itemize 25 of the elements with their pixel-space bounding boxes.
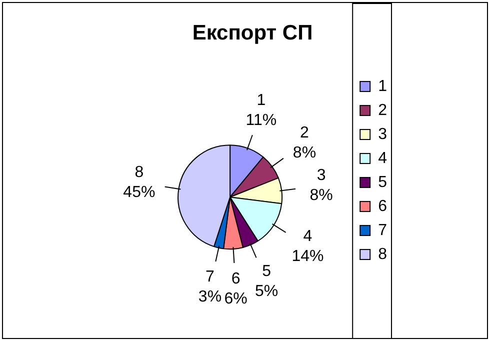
legend-label: 5 xyxy=(378,174,388,191)
text: Експорт СП xyxy=(192,21,313,44)
data-label: 8% xyxy=(292,144,316,162)
data-label: 3% xyxy=(198,288,222,306)
legend-label: 8 xyxy=(378,246,388,263)
data-label: 6% xyxy=(224,290,248,308)
slice-label: 5 xyxy=(262,262,272,280)
legend-label: 4 xyxy=(378,150,388,167)
slice-label: 7 xyxy=(206,268,215,286)
data-label: 8% xyxy=(310,186,333,204)
slice-label: 3 xyxy=(316,166,326,184)
slice-label: 2 xyxy=(300,124,310,142)
legend-label: 2 xyxy=(378,102,388,119)
data-label: 14% xyxy=(292,248,324,265)
legend-label: 1 xyxy=(378,78,388,95)
data-label: 11% xyxy=(246,112,277,129)
data-label: 5% xyxy=(255,282,278,300)
slice-label: 1 xyxy=(256,92,266,109)
legend-label: 7 xyxy=(378,222,388,239)
data-label: 45% xyxy=(123,184,156,202)
slice-label: 6 xyxy=(231,270,240,288)
slice-label: 8 xyxy=(134,164,144,182)
legend-label: 6 xyxy=(378,198,388,215)
legend-label: 3 xyxy=(378,126,388,143)
slice-label: 4 xyxy=(303,228,312,245)
